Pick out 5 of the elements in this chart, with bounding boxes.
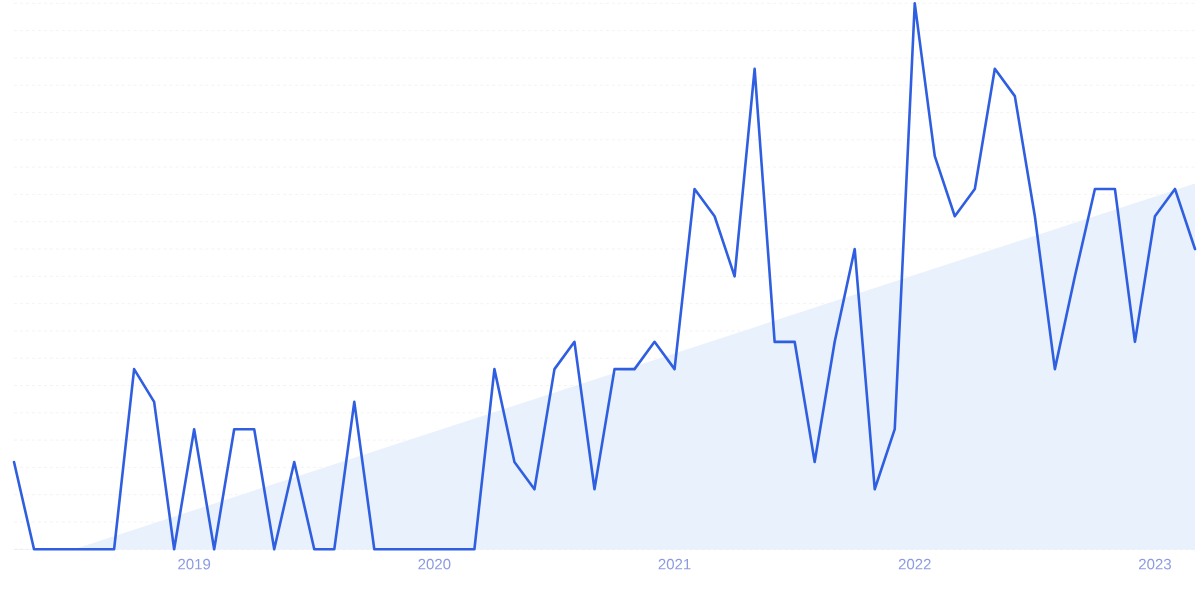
x-tick-label: 2021	[658, 558, 691, 570]
x-tick-label: 2023	[1139, 558, 1171, 570]
x-tick-label: 2020	[418, 558, 451, 570]
x-tick-label: 2019	[178, 558, 211, 570]
x-tick-label: 2022	[898, 558, 931, 570]
